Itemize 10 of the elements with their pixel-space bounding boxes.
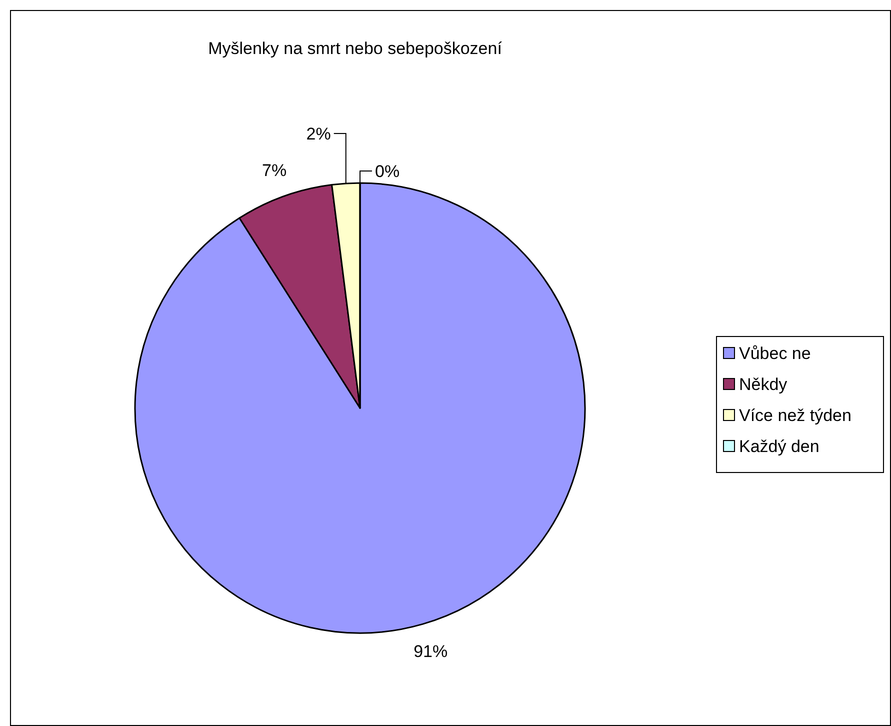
data-label: 91%	[414, 642, 448, 661]
legend-label: Vůbec ne	[739, 344, 811, 363]
text: 0%	[375, 162, 400, 181]
legend-label: Každý den	[739, 436, 820, 456]
data-label: 2%	[306, 124, 331, 144]
legend-label: Někdy	[739, 374, 788, 394]
chart-title: Myšlenky na smrt nebo sebepoškození	[208, 39, 502, 58]
legend-label: Více než týden	[739, 406, 852, 425]
data-label: 7%	[262, 160, 287, 180]
pie-slice	[134, 182, 586, 634]
